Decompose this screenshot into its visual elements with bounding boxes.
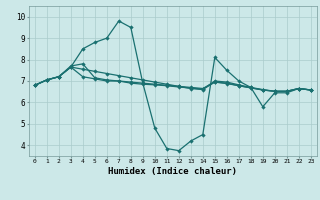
X-axis label: Humidex (Indice chaleur): Humidex (Indice chaleur) — [108, 167, 237, 176]
